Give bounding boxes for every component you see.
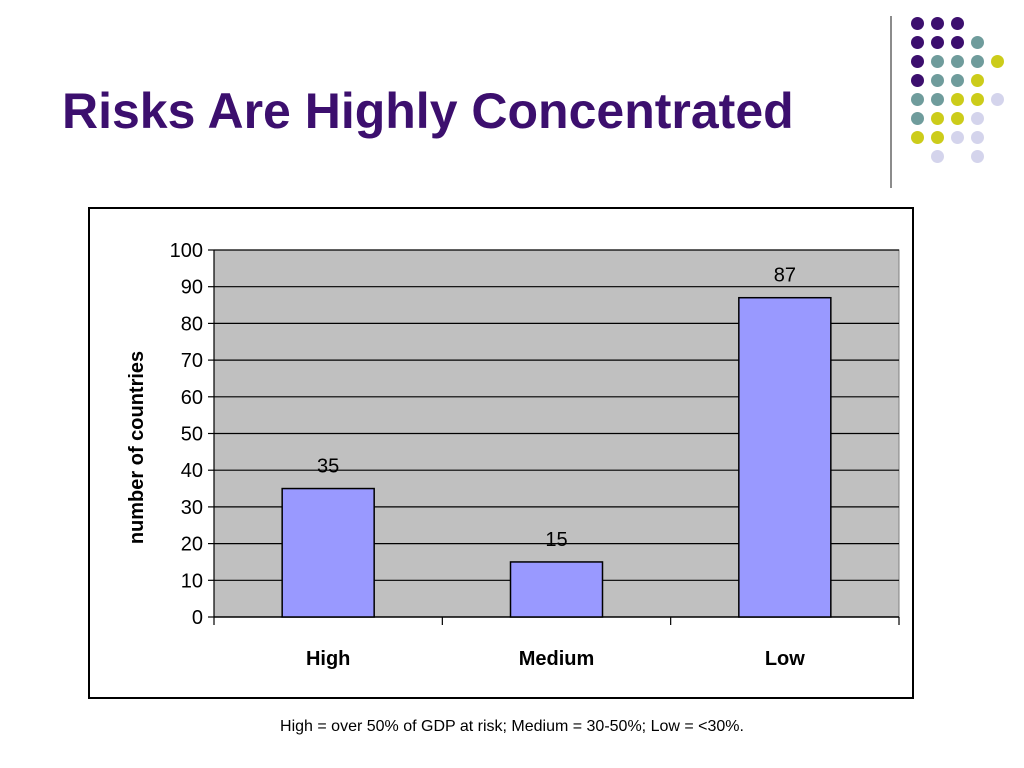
y-tick-label: 70: [181, 350, 203, 372]
y-tick-label: 10: [181, 570, 203, 592]
y-tick-label: 20: [181, 534, 203, 556]
decorative-dot: [970, 54, 984, 68]
decorative-dot: [990, 54, 1004, 68]
decorative-dot: [970, 92, 984, 106]
y-tick-label: 50: [181, 424, 203, 446]
decorative-dot: [950, 92, 964, 106]
decorative-dot: [970, 111, 984, 125]
decorative-dot: [910, 73, 924, 87]
y-tick-label: 60: [181, 387, 203, 409]
decorative-dot: [930, 35, 944, 49]
decorative-dot: [930, 54, 944, 68]
decorative-dot: [930, 130, 944, 144]
decorative-dot: [950, 73, 964, 87]
decorative-dot: [930, 149, 944, 163]
decorative-dot: [910, 54, 924, 68]
x-tick-label: Low: [765, 648, 805, 670]
decorative-dot: [950, 16, 964, 30]
decorative-dot: [950, 111, 964, 125]
title-divider-line: [890, 16, 892, 188]
decorative-dot: [910, 16, 924, 30]
data-label: 15: [545, 529, 567, 551]
decorative-dot: [930, 73, 944, 87]
x-tick-label: Medium: [519, 648, 595, 670]
y-tick-label: 100: [170, 240, 203, 262]
x-tick-label: High: [306, 648, 350, 670]
slide-title: Risks Are Highly Concentrated: [62, 83, 794, 139]
decorative-dot: [910, 92, 924, 106]
decorative-dot: [910, 130, 924, 144]
bar: [281, 487, 375, 618]
decorative-dot: [970, 35, 984, 49]
decorative-dot: [950, 130, 964, 144]
chart-frame: 0 10 20 30 40 50 60 70 80 90 100 35 High 15 Medium 87 Lo…: [88, 207, 914, 699]
decorative-dot: [930, 92, 944, 106]
decorative-dot: [970, 130, 984, 144]
y-tick-label: 40: [181, 460, 203, 482]
decorative-dot: [910, 111, 924, 125]
decorative-dot: [950, 35, 964, 49]
y-tick-label: 80: [181, 313, 203, 335]
bar-chart: 0 10 20 30 40 50 60 70 80 90 100 35 High 15 Medium 87 Lo…: [126, 240, 900, 670]
decorative-dot: [910, 35, 924, 49]
bar: [738, 296, 832, 618]
y-axis-title: number of countries: [126, 351, 148, 544]
data-label: 35: [317, 456, 339, 478]
decorative-dot: [970, 73, 984, 87]
y-tick-label: 30: [181, 497, 203, 519]
decorative-dot: [930, 111, 944, 125]
y-tick-label: 0: [192, 607, 203, 629]
decorative-dot: [990, 92, 1004, 106]
decorative-dot: [950, 54, 964, 68]
y-tick-label: 90: [181, 277, 203, 299]
bar: [509, 561, 604, 618]
chart-footnote: High = over 50% of GDP at risk; Medium =…: [280, 718, 744, 735]
data-label: 87: [774, 265, 796, 287]
decorative-dot: [930, 16, 944, 30]
decorative-dot: [970, 149, 984, 163]
